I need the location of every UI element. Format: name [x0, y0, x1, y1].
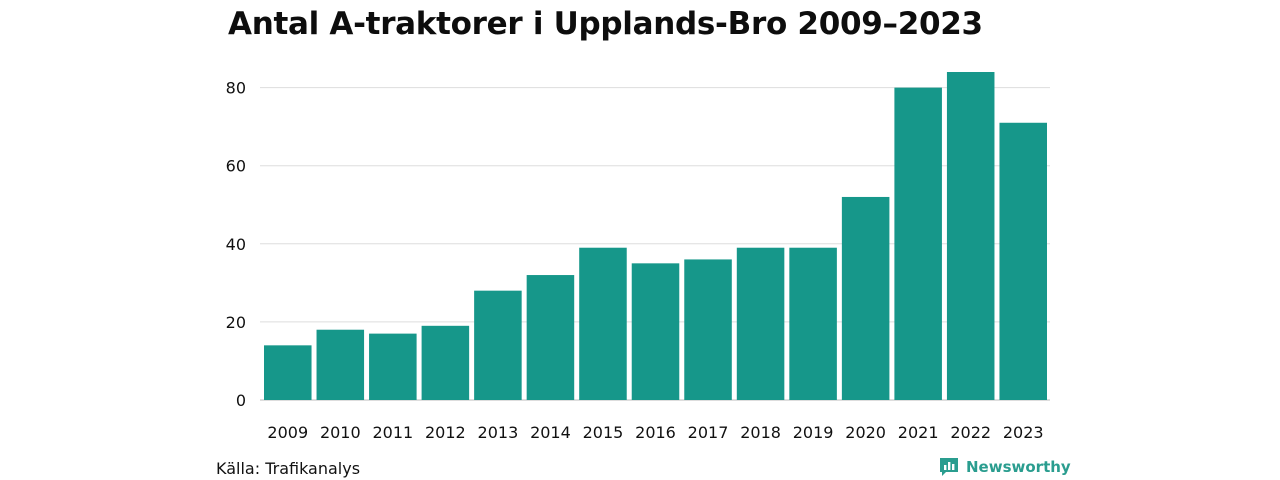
x-tick-label: 2023 [1003, 423, 1044, 442]
bar-2021 [894, 87, 942, 400]
bar-2009 [264, 345, 312, 400]
bar-2015 [579, 247, 627, 400]
y-axis-ticks: 0 20 40 60 80 [226, 79, 246, 410]
y-tick-label: 0 [236, 391, 246, 410]
bar-2013 [474, 290, 522, 400]
x-tick-label: 2014 [530, 423, 571, 442]
x-tick-label: 2022 [950, 423, 991, 442]
x-tick-label: 2011 [372, 423, 413, 442]
bar-2010 [316, 329, 365, 400]
source-note: Källa: Trafikanalys [216, 459, 361, 478]
bar-chart-icon [940, 458, 958, 476]
brand-logo: Newsworthy [938, 456, 1071, 478]
bars [264, 72, 1047, 400]
bar-2011 [369, 333, 417, 400]
bar-2016 [631, 263, 680, 400]
x-tick-label: 2013 [478, 423, 519, 442]
bar-2020 [841, 196, 890, 400]
bar-2017 [684, 259, 732, 400]
bar-2023 [999, 122, 1047, 400]
x-tick-label: 2020 [845, 423, 886, 442]
x-tick-label: 2021 [898, 423, 939, 442]
x-tick-label: 2018 [740, 423, 781, 442]
y-tick-label: 40 [226, 235, 246, 254]
bar-2012 [421, 325, 470, 400]
x-tick-label: 2009 [267, 423, 308, 442]
bar-2022 [946, 72, 995, 400]
x-tick-label: 2015 [583, 423, 624, 442]
x-tick-label: 2016 [635, 423, 676, 442]
bar-2018 [736, 247, 785, 400]
x-tick-label: 2017 [688, 423, 729, 442]
x-tick-label: 2010 [320, 423, 361, 442]
x-tick-label: 2012 [425, 423, 466, 442]
bar-2014 [526, 275, 575, 400]
bar-2019 [789, 247, 837, 400]
x-axis-ticks: 2009 2010 2011 2012 2013 2014 2015 2016 2017 2018… [267, 423, 1043, 442]
x-tick-label: 2019 [793, 423, 834, 442]
chart-title: Antal A-traktorer i Upplands-Bro 2009–20… [228, 6, 983, 42]
y-tick-label: 20 [226, 313, 246, 332]
y-tick-label: 60 [226, 157, 246, 176]
brand-name: Newsworthy [966, 458, 1071, 476]
y-tick-label: 80 [226, 79, 246, 98]
